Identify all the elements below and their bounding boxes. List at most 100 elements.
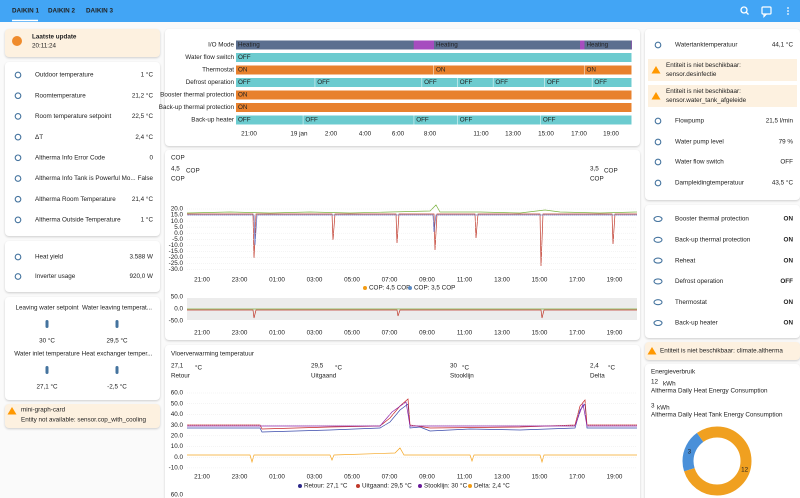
legend-label: COP: 4,5 COP [369, 285, 410, 292]
entity-name: Outdoor temperature [35, 72, 94, 79]
entity-value: OFF [780, 159, 793, 166]
y-tick-label: 0.0 [174, 230, 183, 237]
entity-name: Reheat [675, 257, 696, 264]
x-tick-label: 01:00 [269, 474, 285, 481]
stat-label: Uitgaand [311, 373, 337, 380]
y-tick-label: -10.0 [169, 465, 184, 472]
y-tick-label: 50.0 [171, 294, 184, 301]
entity-icon [14, 175, 22, 182]
update-title: Laatste update [32, 34, 77, 41]
x-tick-label: 05:00 [344, 474, 360, 481]
x-tick-label: 11:00 [457, 474, 473, 481]
timeline-segment [236, 40, 414, 50]
update-card [5, 29, 160, 57]
timeline-segment-label: Heating [586, 42, 608, 49]
warning-box [648, 85, 797, 107]
glance-name: Leaving water setpoint [15, 305, 78, 312]
entity-icon [654, 41, 662, 49]
timeline-row-label: Back-up thermal protection [159, 104, 235, 111]
error-message: Entity not available: sensor.cop_with_co… [21, 417, 146, 424]
legend-swatch [298, 484, 302, 488]
stat-value: 30 [450, 363, 458, 370]
legend-swatch [418, 484, 422, 488]
menu-icon[interactable] [787, 7, 789, 15]
entity-value: 920,0 W [130, 273, 154, 280]
y-tick-label: 40.0 [171, 411, 184, 418]
entity-icon [14, 133, 22, 141]
energy-name: Altherma Daily Heat Energy Consumption [651, 388, 768, 395]
timeline-row-label: Thermostat [202, 67, 234, 74]
y-tick-label: -10.0 [169, 242, 184, 249]
entity-icon [14, 113, 22, 120]
x-tick-label: 13:00 [494, 277, 510, 284]
x-tick-label: 23:00 [232, 277, 248, 284]
legend-label: Stooklijn: 30 °C [424, 482, 468, 490]
glance-value: 30 °C [39, 337, 55, 345]
x-tick-label: 17:00 [569, 330, 585, 337]
assist-icon[interactable] [761, 6, 772, 18]
timeline-time: 4:00 [359, 131, 372, 138]
entity-value: 44,1 °C [772, 41, 794, 49]
glance-icon [45, 320, 49, 328]
x-tick-label: 23:00 [232, 474, 248, 481]
app-toolbar [0, 0, 800, 22]
glance-name: Water leaving temperat... [82, 305, 152, 312]
entity-name: Defrost operation [675, 278, 724, 285]
entity-icon [653, 299, 663, 306]
stat-value: 27,1 [171, 363, 184, 370]
timeline-time: 2:00 [325, 131, 338, 138]
tab[interactable]: DAIKIN 2 [48, 8, 75, 15]
binary-card [645, 205, 800, 338]
timeline-segment [236, 90, 632, 100]
y-tick-label: 15.0 [171, 212, 184, 219]
legend-label: Delta: 2,4 °C [474, 482, 510, 490]
timeline-time: 19 jan [290, 131, 308, 138]
entity-icon [653, 278, 663, 285]
entity-value: 21,5 l/min [766, 118, 794, 125]
tab[interactable]: DAIKIN 3 [86, 8, 113, 15]
entity-name: ΔT [35, 134, 43, 141]
entity-name: Watertanktemperatuur [675, 42, 737, 49]
warning-text: sensor.water_tank_afgeleide [666, 97, 747, 104]
timeline-time: 15:00 [538, 131, 554, 138]
x-tick-label: 13:00 [494, 330, 510, 337]
x-tick-label: 23:00 [232, 330, 248, 337]
timeline-segment-label: OFF [238, 117, 251, 124]
legend-label: Retour: 27,1 °C [304, 482, 348, 490]
warning-icon [651, 66, 661, 74]
entity-name: Altherma Info Error Code [35, 154, 105, 161]
x-tick-label: 07:00 [382, 330, 398, 337]
timeline-segment [434, 40, 581, 50]
stat-value: 2,4 [590, 363, 599, 370]
entity-icon [654, 117, 662, 125]
x-tick-label: 09:00 [419, 330, 435, 337]
legend-swatch [468, 484, 472, 488]
stat-label: COP [590, 176, 604, 183]
x-tick-label: 07:00 [382, 277, 398, 284]
tab[interactable]: DAIKIN 1 [12, 8, 39, 15]
entity-value: 21,2 °C [132, 91, 154, 99]
timeline-segment [236, 78, 315, 87]
glance-name: Heat exchanger temper... [82, 351, 153, 358]
x-tick-label: 11:00 [457, 277, 473, 284]
x-tick-label: 11:00 [457, 330, 473, 337]
y-tick-label: -20.0 [169, 254, 184, 261]
entity-icon [653, 319, 663, 327]
energy-name: Altherma Daily Heat Tank Energy Consumpt… [651, 412, 783, 419]
legend-swatch [356, 484, 360, 488]
timeline-time: 11:00 [473, 131, 489, 138]
y-tick-label: 20.0 [171, 432, 184, 439]
warning-text: Entiteit is niet beschikbaar: [666, 88, 741, 95]
entity-name: Altherma Outside Temperature [35, 217, 121, 224]
search-icon[interactable] [740, 6, 749, 15]
entity-name: Water flow switch [675, 159, 724, 166]
timeline-segment [414, 115, 458, 125]
entity-icon [14, 195, 22, 203]
entity-icon [653, 236, 663, 243]
stat-unit: °C [335, 364, 343, 372]
entity-name: Back-up thermal protection [675, 236, 751, 243]
entity-value: 1 °C [141, 216, 154, 224]
timeline-segment-label: OFF [594, 79, 607, 86]
timeline-segment [434, 65, 584, 75]
entity-value: ON [784, 320, 794, 327]
